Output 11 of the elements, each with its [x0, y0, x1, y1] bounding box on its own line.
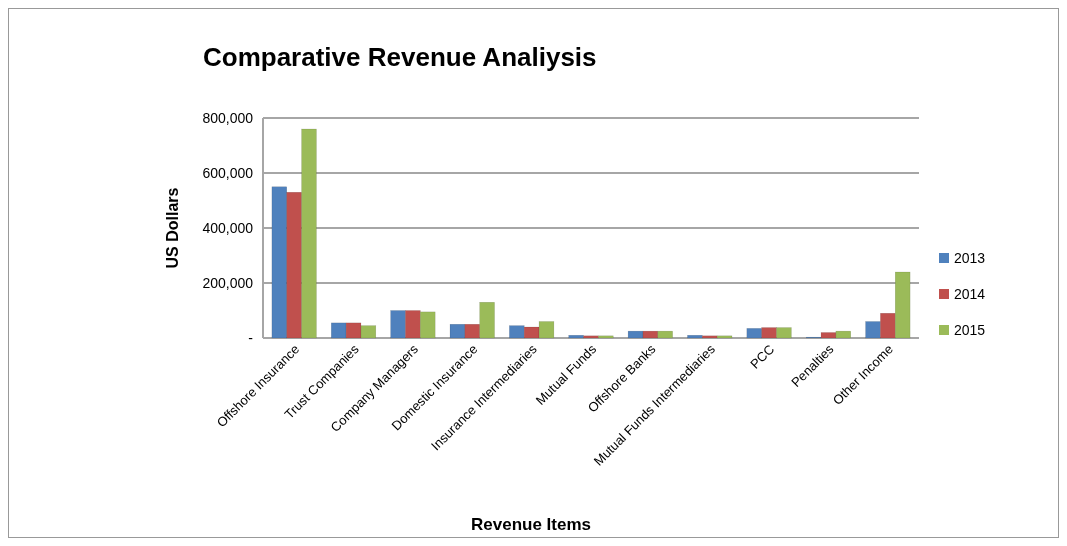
x-axis-title: Revenue Items [471, 515, 591, 534]
legend-label: 2013 [954, 250, 986, 266]
y-tick-label: 600,000 [202, 164, 254, 181]
y-tick-label: 400,000 [202, 219, 254, 236]
chart-title: Comparative Revenue Analiysis [203, 42, 597, 72]
y-tick-label: 800,000 [202, 109, 254, 126]
y-tick-label: - [248, 329, 254, 346]
y-tick-label: 200,000 [202, 274, 254, 291]
legend-label: 2014 [954, 286, 986, 302]
legend-label: 2015 [954, 322, 986, 338]
y-axis-title: US Dollars [164, 187, 181, 269]
